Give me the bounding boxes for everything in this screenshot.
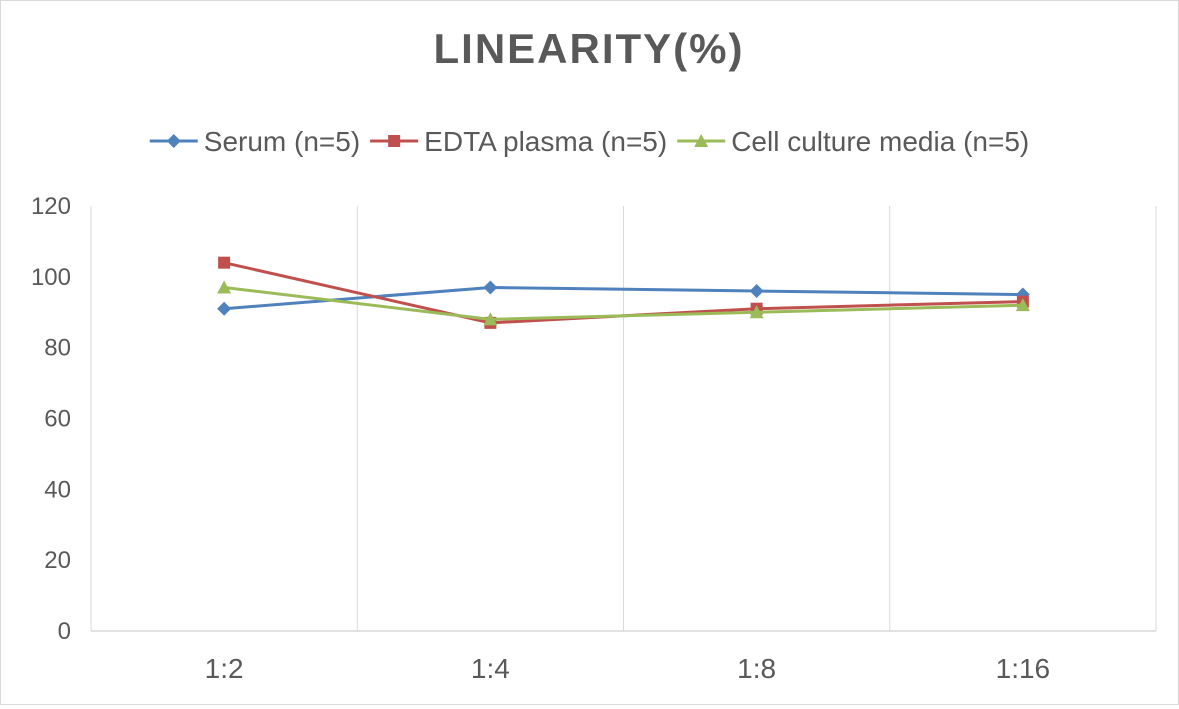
legend: Serum (n=5) EDTA plasma (n=5) Cell culture… [149, 126, 1029, 157]
y-tick-label: 120 [31, 193, 71, 220]
y-tick-label: 100 [31, 264, 71, 291]
y-tick-label: 0 [58, 618, 71, 645]
data-point [218, 256, 231, 269]
x-tick-label: 1:2 [205, 653, 244, 684]
legend-marker [694, 134, 709, 147]
data-point [1015, 298, 1030, 312]
x-tick-label: 1:16 [996, 653, 1051, 684]
data-point [217, 280, 232, 294]
legend-marker [388, 135, 401, 147]
y-tick-label: 60 [44, 406, 71, 433]
legend-label: Serum (n=5) [204, 126, 360, 157]
data-point [483, 280, 498, 295]
legend-marker [166, 134, 181, 148]
series-line [224, 285, 1023, 311]
data-point [483, 312, 498, 326]
y-tick-label: 80 [44, 335, 71, 362]
y-tick-label: 20 [44, 547, 71, 574]
series-layer [217, 256, 1030, 329]
legend-item-3: Cell culture media (n=5) [677, 126, 1029, 157]
data-point [749, 305, 764, 319]
legend-label: EDTA plasma (n=5) [424, 126, 667, 157]
grid [90, 206, 1157, 631]
axes: 0 20 40 60 80 100 120 1:2 1:4 1:8 1:16 [31, 193, 1156, 684]
legend-item-2: EDTA plasma (n=5) [370, 126, 667, 157]
series-line [223, 285, 1023, 321]
chart-title: LINEARITY(%) [434, 25, 745, 72]
series-3 [217, 280, 1030, 326]
data-point [217, 301, 232, 316]
x-tick-label: 1:4 [471, 653, 510, 684]
legend-item-1: Serum (n=5) [149, 126, 360, 157]
x-tick-label: 1:8 [737, 653, 776, 684]
y-tick-label: 40 [44, 476, 71, 503]
data-point [749, 284, 764, 298]
legend-label: Cell culture media (n=5) [731, 126, 1029, 157]
